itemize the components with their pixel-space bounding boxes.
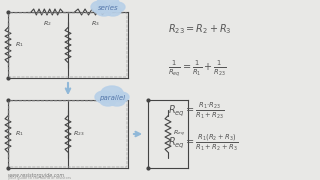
Ellipse shape xyxy=(96,6,112,16)
Ellipse shape xyxy=(101,86,123,100)
Text: $R_{eq}=\frac{R_1(R_2+R_3)}{R_1+R_2+R_3}$: $R_{eq}=\frac{R_1(R_2+R_3)}{R_1+R_2+R_3}… xyxy=(168,132,238,153)
Text: series: series xyxy=(98,5,118,11)
Text: $R_{eq}$: $R_{eq}$ xyxy=(173,129,185,139)
Text: $R_{23}$: $R_{23}$ xyxy=(73,130,84,138)
Text: www.resistorguide.com: www.resistorguide.com xyxy=(8,173,65,178)
Text: $R_3$: $R_3$ xyxy=(91,19,100,28)
Ellipse shape xyxy=(100,96,116,106)
Ellipse shape xyxy=(95,91,113,103)
Ellipse shape xyxy=(97,0,119,10)
Text: $R_1$: $R_1$ xyxy=(15,40,24,50)
Ellipse shape xyxy=(109,2,125,12)
Text: $R_{23}= R_2+R_3$: $R_{23}= R_2+R_3$ xyxy=(168,22,232,36)
Ellipse shape xyxy=(109,96,125,106)
Text: parallel: parallel xyxy=(99,95,125,101)
Text: $R_{eq}=\frac{R_1{\cdot}R_{23}}{R_1+R_{23}}$: $R_{eq}=\frac{R_1{\cdot}R_{23}}{R_1+R_{2… xyxy=(168,100,225,121)
Text: $R_2$: $R_2$ xyxy=(43,19,51,28)
Ellipse shape xyxy=(113,92,129,102)
Text: $\frac{1}{R_{eq}}=\frac{1}{R_1}+\frac{1}{R_{23}}$: $\frac{1}{R_{eq}}=\frac{1}{R_1}+\frac{1}… xyxy=(168,58,226,78)
Text: your guide to the world of resistors: your guide to the world of resistors xyxy=(8,176,71,180)
Ellipse shape xyxy=(105,6,121,16)
Ellipse shape xyxy=(91,1,109,13)
Text: $R_1$: $R_1$ xyxy=(15,130,24,138)
